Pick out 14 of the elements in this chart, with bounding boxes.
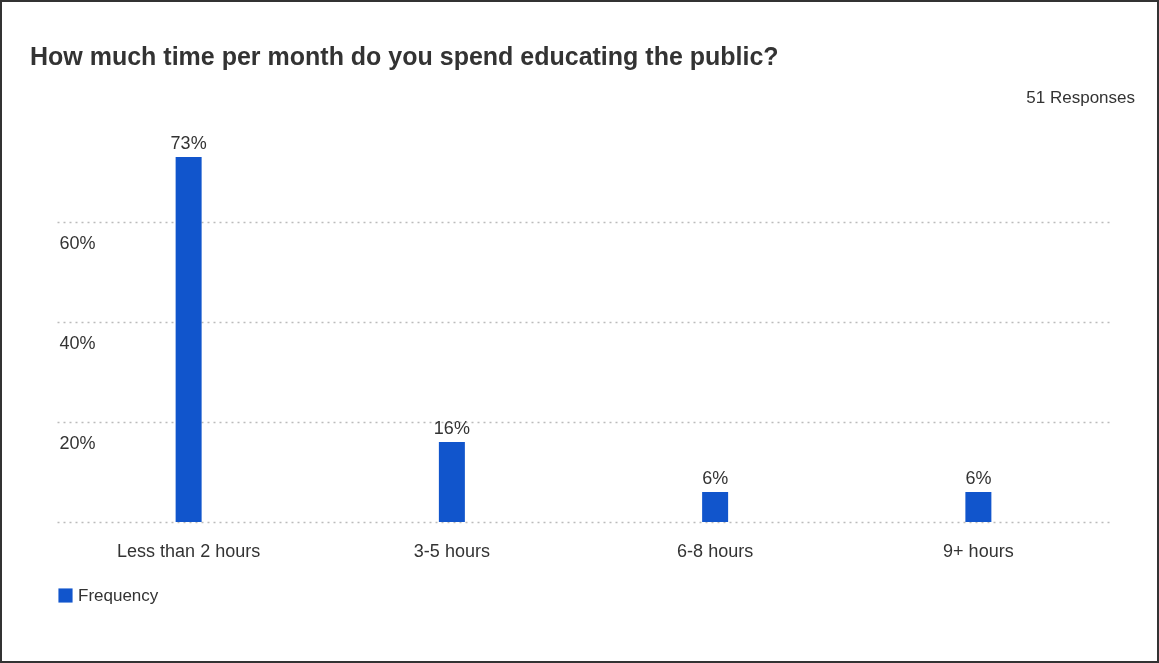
- x-tick-label: 3-5 hours: [413, 540, 490, 561]
- text: 51 Responses: [1026, 88, 1135, 108]
- chart-title: How much time per month do you spend educating the public?: [30, 42, 779, 71]
- data-label: 73%: [170, 133, 207, 153]
- x-tick-label: 6-8 hours: [677, 540, 754, 561]
- x-tick-label: 9+ hours: [943, 540, 1014, 561]
- legend-label: Frequency: [78, 585, 159, 605]
- y-tick-label: 60%: [59, 232, 96, 253]
- data-label: 6%: [702, 468, 729, 488]
- y-tick-label: 40%: [59, 332, 96, 353]
- x-tick-label: Less than 2 hours: [117, 540, 261, 561]
- data-label: 16%: [433, 418, 470, 438]
- data-label: 6%: [965, 468, 992, 488]
- y-tick-label: 20%: [59, 432, 96, 453]
